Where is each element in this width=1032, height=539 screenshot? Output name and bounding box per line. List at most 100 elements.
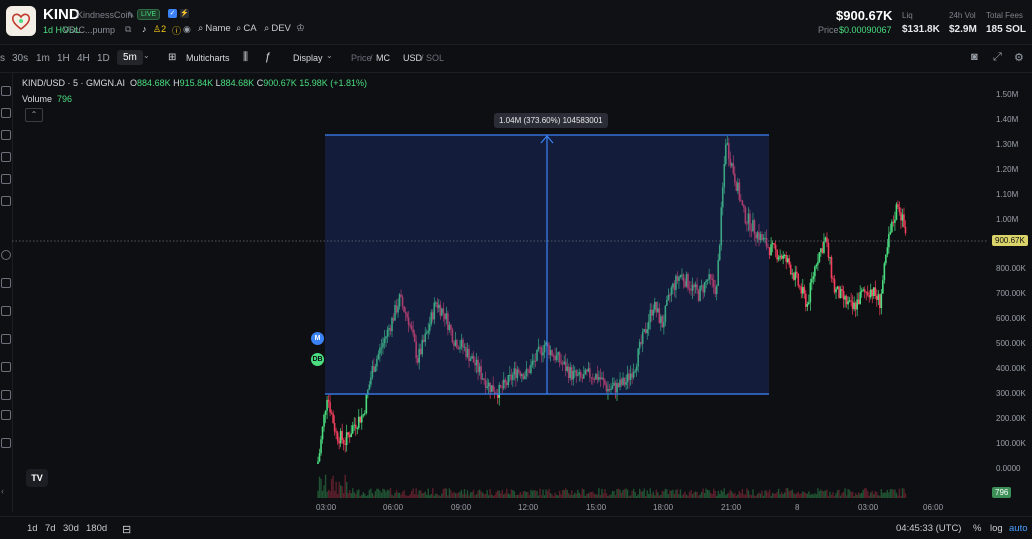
range-30d[interactable]: 30d — [63, 523, 79, 534]
tf-5m-active[interactable]: 5m — [117, 50, 143, 65]
text-tool-icon[interactable] — [1, 174, 11, 184]
search-name-link[interactable]: ⌕ Name — [198, 23, 231, 34]
volume-bar — [442, 489, 445, 498]
tiktok-icon[interactable]: ♪ — [142, 24, 147, 34]
volume-bar — [888, 492, 890, 498]
compare-icon[interactable]: ⫼ — [243, 51, 249, 63]
range-180d[interactable]: 180d — [86, 523, 108, 534]
percent-toggle[interactable]: % — [973, 523, 982, 534]
price-axis[interactable]: 1.50M1.40M1.30M1.20M1.10M1.00M900.00K800… — [988, 72, 1032, 502]
expand-icon[interactable]: ⤢ — [993, 51, 1002, 63]
multicharts-button[interactable]: Multicharts — [186, 53, 230, 63]
trash-icon[interactable] — [1, 438, 11, 448]
camera-icon[interactable]: ◙ — [971, 51, 978, 63]
crown-icon[interactable]: ♔ — [296, 23, 305, 34]
candle-body — [442, 308, 445, 314]
pattern-icon[interactable] — [1, 196, 11, 206]
volume-bar — [645, 495, 647, 498]
candle-body — [726, 143, 729, 145]
eye-icon[interactable] — [1, 390, 11, 400]
sol-toggle[interactable]: SOL — [426, 53, 445, 63]
utc-clock[interactable]: 04:45:33 (UTC) — [896, 523, 962, 534]
candle-body — [842, 290, 845, 300]
emoji-icon[interactable] — [1, 250, 11, 260]
candle-body — [673, 283, 676, 290]
chevron-down-icon[interactable]: ⌄ — [143, 51, 150, 60]
social-icon[interactable]: ◉ — [183, 24, 191, 34]
candle-body — [703, 282, 706, 293]
candle-body — [826, 237, 828, 243]
brush-icon[interactable] — [1, 152, 11, 162]
measure-tooltip: 1.04M (373.60%) 104583001 — [494, 113, 608, 128]
volume-bar — [638, 488, 641, 498]
marker-m[interactable]: M — [311, 332, 324, 345]
trendline-icon[interactable] — [1, 108, 11, 118]
tradingview-logo-icon[interactable]: TV — [26, 469, 48, 487]
log-toggle[interactable]: log — [990, 523, 1003, 534]
usd-toggle[interactable]: USD — [403, 53, 423, 63]
crosshair-icon[interactable] — [1, 86, 11, 96]
indicators-icon[interactable]: ƒ — [265, 51, 272, 63]
candle-body — [635, 366, 638, 371]
candle-body — [489, 382, 491, 393]
volume-bar — [413, 494, 416, 498]
edit-icon[interactable]: ✎ — [127, 10, 135, 20]
search-dev-link[interactable]: ⌕ DEV — [264, 23, 291, 34]
volume-bar — [368, 489, 371, 498]
candle-body — [631, 373, 633, 378]
volume-bar — [494, 495, 496, 498]
search-ca-link[interactable]: ⌕ CA — [236, 23, 257, 34]
candle-body — [617, 383, 620, 387]
fib-icon[interactable] — [1, 130, 11, 140]
chevron-down-icon[interactable]: ⌄ — [326, 51, 333, 60]
range-7d[interactable]: 7d — [45, 523, 56, 534]
tf-1d[interactable]: 1D — [97, 53, 110, 64]
volume-bar — [758, 492, 760, 498]
calendar-icon[interactable]: ⊟ — [122, 524, 132, 536]
magnet-icon[interactable] — [1, 334, 11, 344]
candle-body — [465, 347, 467, 357]
volume-bar — [359, 495, 361, 498]
volume-bar — [773, 493, 775, 498]
candle-body — [880, 293, 883, 309]
ruler-icon[interactable] — [1, 278, 11, 288]
contract-address[interactable]: V5cC...pump — [63, 25, 116, 35]
mc-toggle[interactable]: MC — [376, 53, 390, 63]
candle-body — [658, 308, 661, 323]
candle-body — [879, 294, 881, 309]
tf-4h[interactable]: 4H — [77, 53, 90, 64]
tf-1h[interactable]: 1H — [57, 53, 70, 64]
tf-1m[interactable]: 1m — [36, 53, 50, 64]
price-chart[interactable] — [12, 72, 988, 502]
volume-bar — [347, 493, 349, 498]
candle-body — [650, 309, 653, 316]
volume-bar — [634, 491, 636, 498]
zoom-icon[interactable] — [1, 306, 11, 316]
tf-30s[interactable]: 30s — [12, 53, 29, 64]
volume-bar — [809, 494, 812, 498]
marker-db[interactable]: DB — [311, 353, 324, 366]
candle-body — [353, 424, 356, 426]
add-chart-icon[interactable]: ⊞ — [168, 52, 177, 63]
collapse-legend-button[interactable]: ⌃ — [25, 108, 43, 122]
chevron-left-icon[interactable]: ‹ — [1, 486, 4, 496]
auto-toggle[interactable]: auto — [1009, 523, 1028, 534]
candle-body — [431, 312, 434, 320]
display-button[interactable]: Display — [293, 53, 323, 63]
volume-bar — [364, 493, 366, 498]
copy-icon[interactable]: ⧉ — [125, 24, 132, 34]
candle-body — [706, 279, 709, 281]
tf-seconds[interactable]: s — [0, 53, 5, 64]
lock-icon[interactable] — [1, 362, 11, 372]
settings-icon[interactable]: ⚙ — [1014, 52, 1024, 64]
candle-body — [785, 254, 787, 262]
volume-bar — [865, 488, 867, 498]
volume-bar — [817, 488, 819, 498]
candle-body — [475, 359, 478, 366]
range-1d[interactable]: 1d — [27, 523, 38, 534]
candle-body — [427, 330, 430, 333]
volume-bar — [648, 493, 650, 498]
volume-bar — [802, 491, 804, 498]
price-toggle[interactable]: Price — [351, 53, 372, 63]
layers-icon[interactable] — [1, 410, 11, 420]
